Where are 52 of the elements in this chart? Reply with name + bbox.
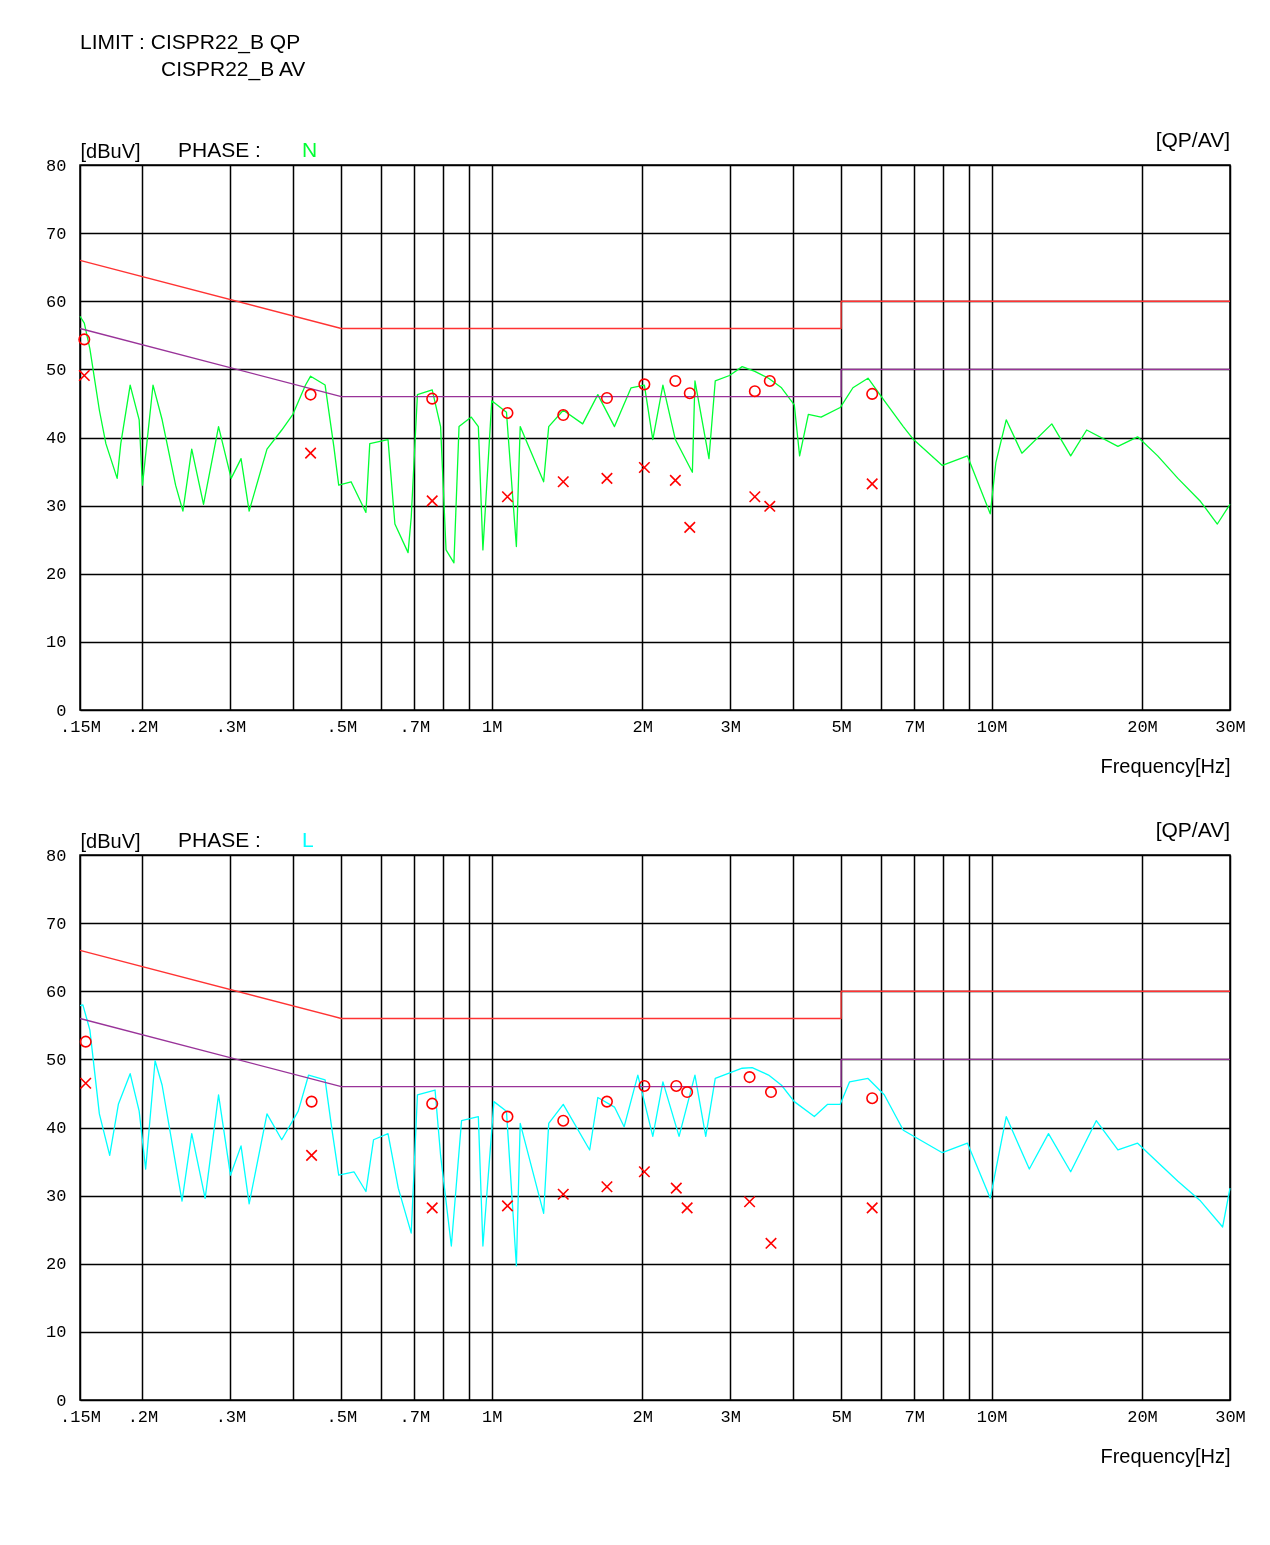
x-tick-label: 3M (720, 1407, 741, 1427)
x-tick-label: 2M (632, 717, 653, 737)
x-tick-label: 1M (482, 1407, 503, 1427)
y-tick-label: 80 (46, 846, 67, 866)
chart-title: PHASE : (178, 828, 261, 851)
y-tick-label: 70 (46, 914, 67, 934)
x-tick-label: 2M (632, 1407, 653, 1427)
y-tick-label: 60 (46, 982, 67, 1002)
y-axis-title: [dBuV] (80, 829, 141, 852)
x-tick-label: 7M (904, 717, 925, 737)
x-tick-label: 20M (1127, 1407, 1158, 1427)
text: LIMIT : CISPR22_B QP (80, 30, 301, 54)
text: CISPR22_B AV (161, 57, 306, 81)
x-tick-label: .7M (399, 717, 431, 737)
x-tick-label: 20M (1127, 717, 1158, 737)
x-tick-label: 30M (1215, 1407, 1246, 1427)
x-tick-label: .2M (127, 717, 159, 737)
y-tick-label: 70 (46, 224, 67, 244)
y-tick-label: 80 (46, 156, 67, 176)
y-axis-title: [dBuV] (80, 139, 141, 162)
x-tick-label: 1M (482, 717, 503, 737)
y-tick-label: 20 (46, 565, 67, 585)
text: N (302, 138, 318, 161)
y-tick-label: 50 (46, 360, 67, 380)
x-tick-label: .2M (127, 1407, 159, 1427)
y-tick-label: 10 (46, 1323, 67, 1343)
x-tick-label: 5M (831, 1407, 852, 1427)
text: L (302, 828, 314, 851)
x-tick-label: 5M (831, 717, 852, 737)
x-tick-label: 3M (720, 717, 741, 737)
x-tick-label: .5M (326, 717, 358, 737)
x-tick-label: 10M (976, 1407, 1008, 1427)
x-tick-label: .7M (399, 1407, 431, 1427)
x-tick-label: 10M (976, 717, 1008, 737)
x-axis-title: Frequency[Hz] (1100, 1444, 1231, 1467)
x-tick-label: .5M (326, 1407, 358, 1427)
y-tick-label: 10 (46, 633, 67, 653)
x-tick-label: .3M (215, 1407, 247, 1427)
y-tick-label: 30 (46, 1187, 67, 1207)
x-tick-label: 30M (1215, 717, 1246, 737)
y-tick-label: 30 (46, 497, 67, 517)
y-tick-label: 20 (46, 1255, 67, 1275)
x-tick-label: .3M (215, 717, 247, 737)
y-tick-label: 40 (46, 429, 67, 448)
x-axis-title: Frequency[Hz] (1100, 754, 1231, 777)
chart-title: PHASE : (178, 138, 261, 161)
text: [QP/AV] (1155, 128, 1230, 151)
y-tick-label: 40 (46, 1119, 67, 1138)
text: [QP/AV] (1155, 818, 1230, 841)
y-tick-label: 60 (46, 292, 67, 312)
y-tick-label: 50 (46, 1050, 67, 1070)
x-tick-label: 7M (904, 1407, 925, 1427)
